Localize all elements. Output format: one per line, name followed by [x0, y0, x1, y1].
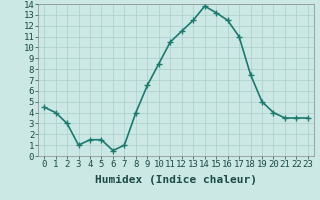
X-axis label: Humidex (Indice chaleur): Humidex (Indice chaleur): [95, 175, 257, 185]
